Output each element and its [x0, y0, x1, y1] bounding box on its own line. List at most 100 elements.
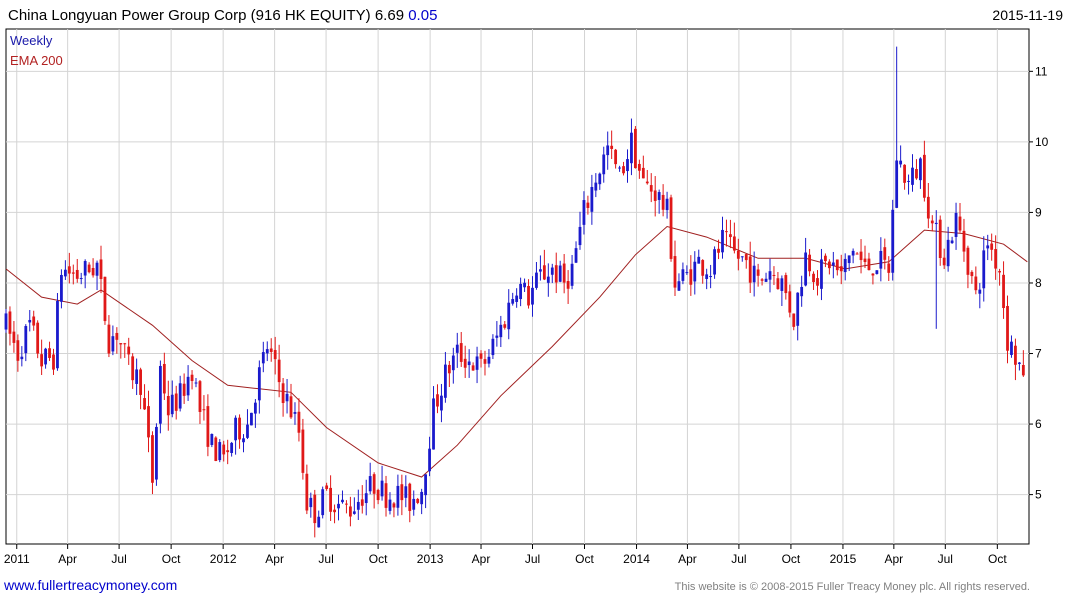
candle-body — [202, 409, 206, 411]
candle — [986, 234, 990, 261]
candle — [309, 492, 313, 518]
candle-body — [186, 376, 190, 396]
candle — [907, 174, 910, 195]
candle-body — [899, 160, 903, 165]
candle-body — [824, 255, 827, 262]
candle — [487, 349, 491, 368]
candle — [752, 251, 756, 297]
candle — [111, 325, 115, 356]
candle — [582, 191, 586, 235]
ema-200-line — [5, 225, 1028, 478]
candle-body — [451, 355, 455, 371]
candle — [246, 409, 249, 440]
candle-body — [495, 335, 499, 338]
legend-period: Weekly — [10, 33, 53, 48]
candle-body — [602, 154, 606, 175]
candle-body — [669, 197, 673, 259]
candle-body — [614, 149, 618, 165]
candle — [1002, 261, 1005, 319]
candle — [744, 253, 748, 269]
candle — [539, 255, 542, 281]
candle — [491, 334, 495, 360]
candle-body — [341, 499, 344, 503]
candle-body — [665, 198, 669, 211]
candle — [424, 474, 428, 509]
candle — [451, 347, 455, 384]
candle — [942, 248, 946, 270]
candle-body — [182, 383, 186, 396]
candle-body — [87, 264, 91, 273]
candle — [689, 255, 693, 296]
candle — [139, 367, 142, 410]
candle-body — [364, 493, 368, 504]
candle-body — [392, 503, 396, 508]
candle — [392, 501, 396, 518]
candle-body — [594, 182, 598, 191]
candle-body — [155, 426, 158, 480]
candle-body — [875, 270, 879, 274]
candle-body — [740, 256, 744, 258]
candle-body — [744, 254, 748, 261]
candle-body — [250, 412, 253, 426]
candle — [800, 275, 804, 307]
candle-body — [4, 313, 8, 330]
candle — [657, 189, 661, 214]
candle — [440, 383, 443, 423]
candle-body — [946, 239, 950, 267]
candle-body — [289, 396, 293, 418]
candle-body — [471, 365, 475, 371]
candle-body — [641, 167, 645, 179]
candle — [234, 415, 237, 455]
candle — [40, 339, 44, 376]
candle — [364, 479, 368, 516]
candle — [962, 218, 966, 262]
candle — [772, 266, 776, 286]
candle-body — [578, 226, 582, 246]
candle-body — [1002, 274, 1005, 309]
candle-body — [570, 263, 574, 286]
candle — [467, 349, 471, 378]
candle-body — [982, 250, 986, 289]
candle — [436, 384, 439, 414]
candle — [729, 219, 732, 249]
candle — [317, 510, 321, 528]
x-tick-label: 2012 — [210, 552, 237, 566]
candle-body — [511, 299, 515, 304]
candle — [760, 278, 764, 286]
candle-body — [269, 348, 273, 352]
candle — [542, 249, 546, 281]
candle — [709, 264, 713, 289]
candle-body — [111, 336, 115, 352]
candle — [586, 195, 590, 215]
candle — [503, 320, 507, 330]
candle — [804, 237, 808, 287]
website-link[interactable]: www.fullertreacymoney.com — [3, 577, 177, 593]
candle-body — [162, 363, 166, 394]
candle-body — [356, 501, 360, 510]
y-tick-label: 7 — [1035, 347, 1042, 361]
candle — [974, 266, 978, 295]
candle — [998, 268, 1001, 286]
candle-body — [808, 254, 811, 272]
candle-body — [491, 338, 495, 356]
candle — [79, 272, 83, 285]
candle-body — [701, 260, 705, 276]
candle-body — [911, 167, 914, 185]
candle-body — [388, 499, 392, 511]
candle-body — [606, 145, 610, 156]
candle-body — [440, 395, 443, 411]
candle-body — [1006, 305, 1009, 351]
candle — [210, 433, 214, 448]
candle-body — [630, 132, 633, 164]
candle — [550, 263, 554, 284]
candle — [966, 245, 970, 289]
copyright-notice: This website is © 2008-2015 Fuller Treac… — [675, 581, 1030, 593]
candle-body — [194, 382, 198, 384]
candle-body — [721, 229, 724, 253]
x-tick-label: Jul — [525, 552, 540, 566]
candle-body — [436, 394, 439, 407]
candle-body — [40, 354, 44, 367]
candle — [384, 475, 388, 517]
candle — [594, 173, 598, 198]
ema-layer — [5, 225, 1028, 478]
